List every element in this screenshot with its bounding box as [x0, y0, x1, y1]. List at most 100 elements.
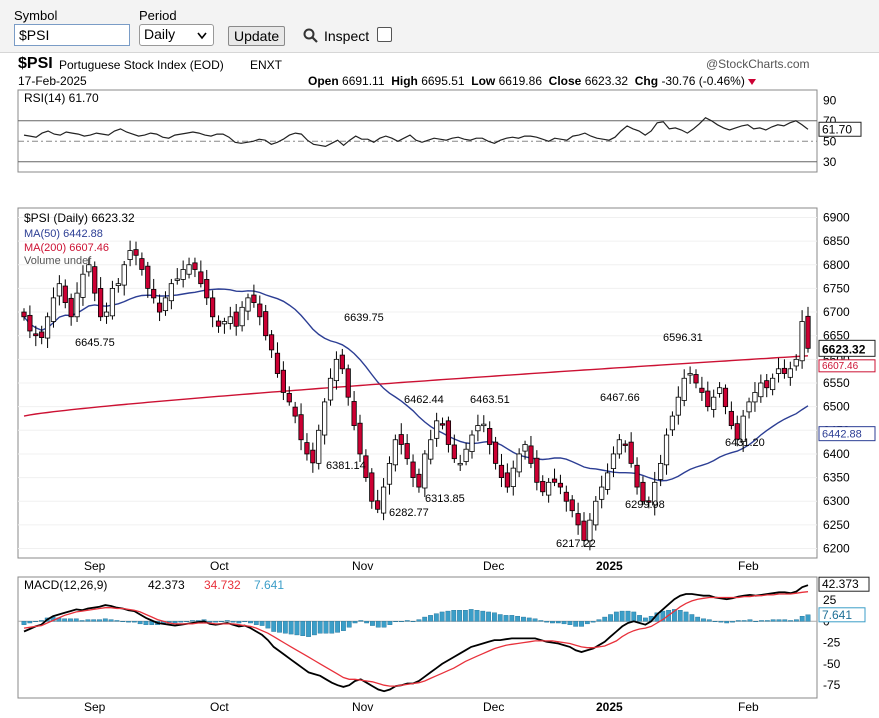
macd-histogram-bar	[579, 621, 584, 627]
symbol-input[interactable]	[14, 24, 130, 46]
candle-body	[463, 448, 469, 462]
candle-body	[121, 264, 127, 286]
macd-histogram-bar	[706, 619, 712, 622]
macd-histogram-bar	[207, 621, 213, 623]
macd-histogram-bar	[654, 612, 660, 622]
price-tick-label: 6750	[823, 281, 850, 295]
macd-histogram-bar	[799, 615, 805, 622]
rsi-tick-label: 30	[823, 155, 837, 169]
candle-body	[528, 445, 534, 464]
period-select[interactable]: Daily	[139, 24, 214, 46]
macd-x-axis-label: Feb	[738, 700, 759, 714]
rsi-title: RSI(14) 61.70	[24, 91, 99, 105]
candle-body	[658, 463, 664, 480]
candle-body	[492, 441, 499, 464]
macd-histogram-bar	[201, 619, 207, 622]
candle-body	[386, 463, 393, 485]
candle-body	[487, 428, 493, 445]
macd-histogram-bar	[492, 612, 497, 622]
macd-histogram-bar	[584, 621, 590, 625]
macd-histogram-bar	[120, 621, 126, 623]
candle-body	[534, 457, 540, 483]
macd-histogram-bar	[277, 621, 282, 633]
price-tick-label: 6350	[823, 471, 850, 485]
price-annotation: 6299.98	[625, 499, 665, 511]
low-label: Low	[471, 74, 496, 88]
candle-body	[310, 449, 316, 464]
macd-histogram-bar	[561, 621, 567, 625]
update-button[interactable]: Update	[228, 26, 286, 46]
candle-body	[699, 387, 705, 393]
down-arrow-icon	[748, 79, 757, 85]
header-symbol: $PSI	[18, 55, 53, 72]
macd-histogram-bar	[97, 619, 102, 622]
macd-histogram-bar	[195, 620, 201, 622]
price-annotation: 6463.51	[470, 394, 510, 406]
candle-body	[145, 265, 151, 289]
macd-histogram-bar	[172, 621, 178, 624]
macd-histogram-bar	[300, 621, 306, 636]
macd-histogram-bar	[230, 621, 236, 623]
candle-body	[569, 499, 575, 512]
macd-histogram-bar	[341, 621, 346, 631]
macd-histogram-bar	[410, 621, 416, 623]
price-tick-label: 6600	[823, 352, 850, 366]
candle-body	[705, 390, 711, 408]
candle-body	[204, 279, 210, 299]
macd-histogram-bar	[730, 621, 735, 623]
macd-tick-label: 0	[823, 614, 830, 628]
price-tick-label: 6500	[823, 400, 850, 414]
macd-histogram-bar	[759, 620, 764, 622]
candle-body	[516, 453, 522, 473]
macd-histogram-bar	[137, 621, 143, 625]
macd-histogram-bar	[126, 621, 131, 623]
candle-body	[652, 481, 658, 506]
candle-body	[257, 303, 263, 318]
price-tick-label: 6450	[823, 423, 850, 437]
signal-line	[23, 591, 809, 687]
macd-x-axis-label: Oct	[210, 700, 229, 714]
macd-histogram-bar	[515, 615, 521, 622]
price-tick-label: 6700	[823, 305, 850, 319]
macd-histogram-bar	[538, 620, 544, 622]
macd-histogram-bar	[602, 616, 608, 622]
macd-tick-label: -50	[823, 657, 841, 671]
macd-histogram-bar	[509, 615, 515, 622]
candle-body	[103, 311, 110, 317]
x-axis-label: Feb	[738, 559, 759, 573]
macd-histogram-bar	[335, 621, 340, 633]
candle-body	[610, 453, 617, 470]
candle-body	[428, 439, 434, 460]
close-value: 6623.32	[584, 74, 629, 88]
candle-body	[675, 396, 681, 416]
macd-histogram-bar	[555, 621, 561, 624]
candle-body	[92, 266, 98, 294]
macd-x-axis-label: 2025	[596, 700, 623, 714]
candle-body	[139, 258, 145, 270]
candle-body	[68, 297, 74, 318]
macd-histogram-bar	[56, 617, 62, 622]
macd-histogram-bar	[439, 611, 445, 622]
macd-histogram-bar	[317, 621, 323, 634]
inspect-checkbox[interactable]	[377, 27, 392, 42]
candle-body	[663, 434, 670, 466]
macd-histogram-bar	[567, 621, 573, 625]
candle-body	[98, 288, 104, 318]
candle-body	[192, 262, 198, 270]
x-axis-label: Sep	[84, 559, 106, 573]
macd-histogram-bar	[102, 618, 108, 622]
macd-histogram-bar	[474, 610, 480, 622]
macd-histogram-bar	[306, 621, 311, 637]
candle-body	[268, 334, 275, 351]
inspect-label: Inspect	[324, 28, 370, 44]
candle-body	[351, 401, 357, 426]
macd-histogram-bar	[73, 618, 79, 622]
chg-label: Chg	[634, 74, 659, 88]
period-value: Daily	[144, 26, 176, 42]
macd-histogram-bar	[27, 621, 33, 624]
macd-histogram-bar	[248, 621, 253, 624]
candle-body	[410, 461, 416, 478]
candle-body	[575, 513, 581, 526]
candle-body	[563, 491, 569, 502]
macd-tick-label: 25	[823, 593, 837, 607]
